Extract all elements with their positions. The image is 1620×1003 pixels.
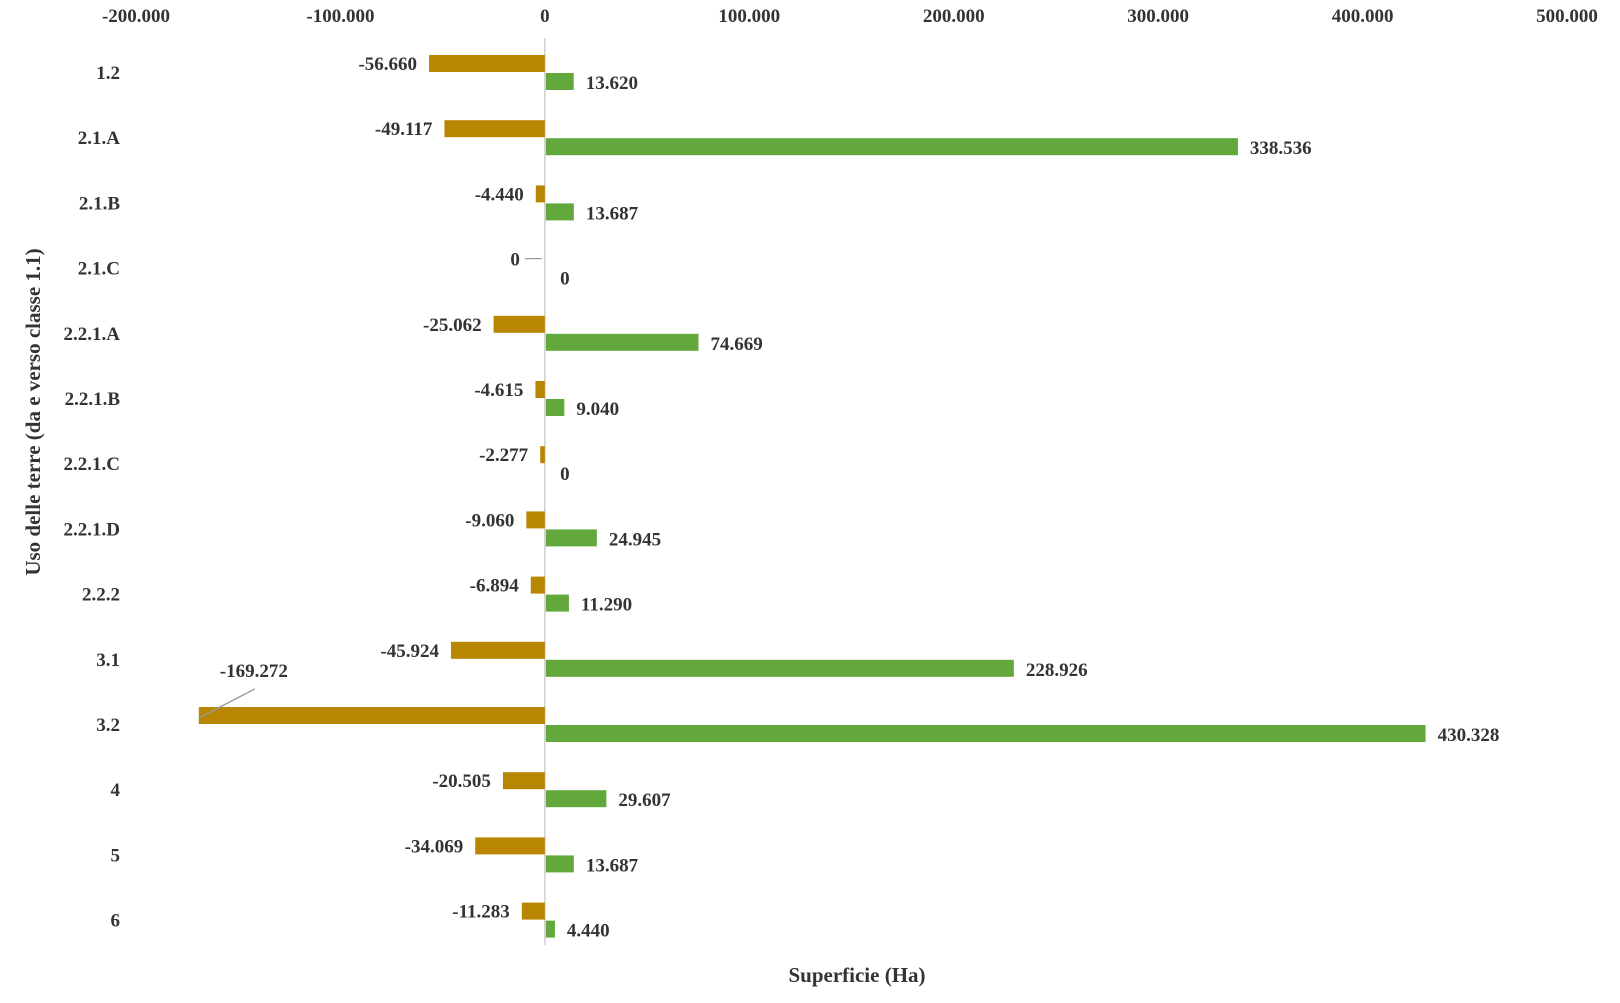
gain-value-label: 13.687 — [586, 203, 639, 224]
loss-bar — [540, 446, 545, 464]
gain-bar — [545, 138, 1238, 156]
category-label: 5 — [111, 845, 121, 866]
category-label: 2.2.1.A — [64, 324, 121, 345]
gain-value-label: 0 — [560, 269, 570, 290]
gain-value-label: 13.687 — [586, 855, 639, 876]
loss-value-label: -45.924 — [380, 641, 439, 662]
loss-value-label: -6.894 — [470, 576, 520, 597]
x-tick-label: -100.000 — [306, 6, 374, 27]
gain-bar — [545, 333, 699, 351]
gain-value-label: 4.440 — [567, 921, 610, 942]
x-tick-label: 100.000 — [718, 6, 780, 27]
loss-value-label: 0 — [510, 250, 520, 271]
gain-bar — [545, 659, 1014, 677]
x-tick-label: 200.000 — [923, 6, 985, 27]
loss-bar — [502, 772, 545, 790]
leader-line — [198, 688, 256, 719]
loss-value-label: -11.283 — [452, 902, 510, 923]
loss-bar — [530, 576, 545, 594]
category-label: 3.1 — [96, 650, 120, 671]
loss-bar — [450, 641, 545, 659]
category-label: 2.1.A — [78, 128, 121, 149]
gain-value-label: 29.607 — [618, 790, 671, 811]
loss-bar — [535, 381, 545, 398]
gain-value-label: 0 — [560, 464, 570, 485]
gain-bar — [545, 594, 569, 612]
loss-value-label: -25.062 — [423, 315, 482, 336]
loss-value-label: -34.069 — [405, 836, 464, 857]
loss-bar — [526, 511, 545, 529]
loss-bar — [198, 707, 545, 724]
gain-value-label: 430.328 — [1438, 725, 1500, 746]
gain-bar — [545, 73, 574, 90]
x-axis-title: Superficie (Ha) — [788, 963, 925, 987]
x-tick-label: 0 — [540, 6, 550, 27]
gain-value-label: 11.290 — [581, 595, 632, 616]
gain-bar — [545, 529, 597, 547]
loss-value-label: -49.117 — [375, 119, 433, 140]
category-labels: 1.2 2.1.A 2.1.B 2.1.C 2.2.1.A 2.2.1.B 2.2.1.C 2… — [64, 63, 121, 932]
loss-bar — [521, 902, 545, 920]
loss-bar — [535, 185, 545, 203]
gain-bar — [545, 399, 565, 416]
loss-value-label: -4.615 — [474, 380, 523, 401]
data-labels: -56.660 13.620 -49.117 338.536 -4.440 13.687 0… — [198, 54, 1500, 942]
loss-bar — [444, 120, 545, 138]
category-label: 2.1.C — [78, 259, 120, 280]
y-axis-title: Uso delle terre (da e verso classe 1.1) — [21, 248, 45, 575]
x-tick-label: 500.000 — [1536, 6, 1598, 27]
gain-value-label: 24.945 — [609, 529, 661, 550]
category-label: 6 — [111, 911, 121, 932]
gain-bar — [545, 855, 574, 873]
loss-value-label: -9.060 — [465, 510, 514, 531]
x-axis-ticks: -200.000 -100.000 0 100.000 200.000 300.000 40… — [102, 6, 1598, 27]
category-label: 2.2.1.B — [65, 389, 121, 410]
loss-bar — [429, 55, 545, 72]
category-label: 2.1.B — [79, 193, 121, 214]
gain-value-label: 74.669 — [711, 334, 763, 355]
bars — [198, 55, 1426, 938]
category-label: 2.2.1.C — [64, 454, 120, 475]
gain-value-label: 13.620 — [586, 73, 638, 94]
category-label: 2.2.1.D — [64, 519, 120, 540]
loss-value-label: -56.660 — [358, 54, 417, 75]
gain-bar — [545, 203, 574, 221]
loss-value-label: -169.272 — [220, 661, 288, 682]
loss-value-label: -20.505 — [432, 771, 491, 792]
category-label: 4 — [111, 780, 121, 801]
category-label: 3.2 — [96, 715, 120, 736]
gain-bar — [545, 790, 607, 808]
gain-value-label: 9.040 — [576, 399, 619, 420]
category-label: 1.2 — [96, 63, 120, 84]
category-label: 2.2.2 — [82, 585, 120, 606]
loss-bar — [493, 315, 545, 333]
gain-value-label: 228.926 — [1026, 660, 1088, 681]
loss-value-label: -2.277 — [479, 445, 529, 466]
x-tick-label: 400.000 — [1332, 6, 1394, 27]
gain-bar — [545, 920, 555, 938]
loss-value-label: -4.440 — [475, 184, 524, 205]
x-tick-label: -200.000 — [102, 6, 170, 27]
gain-value-label: 338.536 — [1250, 138, 1312, 159]
gain-bar — [545, 725, 1426, 742]
x-tick-label: 300.000 — [1127, 6, 1189, 27]
loss-bar — [475, 837, 545, 855]
